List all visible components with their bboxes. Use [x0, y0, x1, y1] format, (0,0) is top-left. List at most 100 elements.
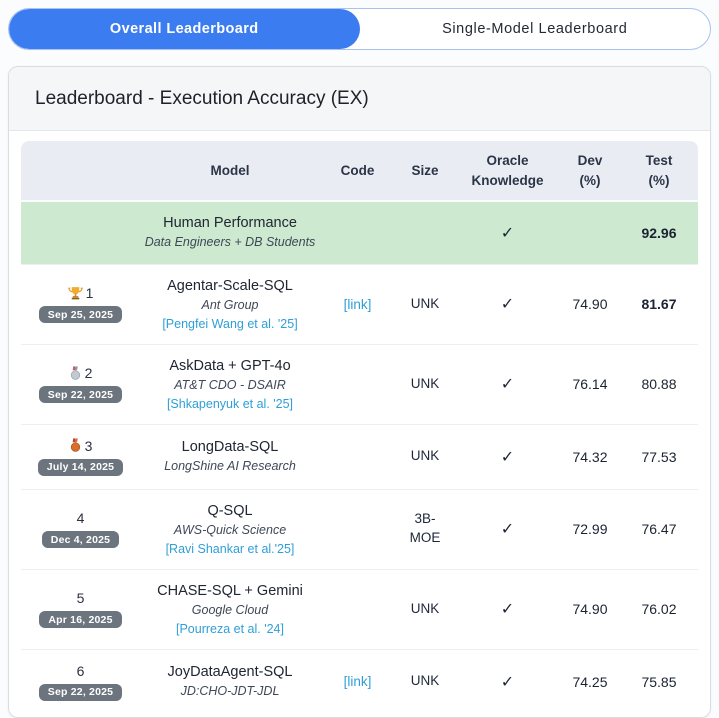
dev-score: 72.99	[560, 488, 620, 569]
model-org: Data Engineers + DB Students	[144, 235, 316, 250]
model-cell: Human Performance Data Engineers + DB Stu…	[140, 200, 320, 264]
dev-score: 74.90	[560, 568, 620, 649]
model-name: LongData-SQL	[181, 438, 279, 455]
oracle-checkmark: ✓	[455, 488, 560, 569]
col-header-oracle-knowledge: Oracle Knowledge	[455, 141, 560, 201]
col-header-code: Code	[320, 141, 395, 201]
table-row: 4 Dec 4, 2025 Q-SQL AWS-Quick Science [Ravi…	[21, 488, 698, 569]
size-cell: UNK	[395, 343, 455, 424]
leaderboard-card: Leaderboard - Execution Accuracy (EX) Mo…	[8, 66, 711, 718]
model-name: JoyDataAgent-SQL	[167, 663, 293, 680]
paper-link[interactable]: [Pourreza et al. '24]	[175, 621, 284, 636]
model-org: AT&T CDO - DSAIR	[174, 377, 286, 392]
test-score: 76.02	[620, 568, 698, 649]
rank-number: 4	[76, 510, 85, 527]
code-link[interactable]: [link]	[320, 264, 395, 344]
rank-number: 3	[25, 438, 136, 454]
col-header-size: Size	[395, 141, 455, 201]
code-link	[320, 568, 395, 649]
human-performance-row: Human Performance Data Engineers + DB Stu…	[21, 200, 698, 264]
model-name: Q-SQL	[207, 502, 253, 519]
size-cell: UNK	[395, 648, 455, 714]
leaderboard-tabbar: Overall Leaderboard Single-Model Leaderb…	[8, 8, 711, 50]
table-row: 2 Sep 22, 2025 AskData + GPT-4o AT&T CDO -…	[21, 343, 698, 424]
trophy-icon	[67, 287, 83, 300]
leaderboard-table: Model Code Size Oracle Knowledge Dev (%) Test (%…	[21, 141, 698, 714]
tab-overall-leaderboard[interactable]: Overall Leaderboard	[9, 9, 360, 49]
oracle-checkmark: ✓	[455, 423, 560, 489]
model-name: AskData + GPT-4o	[169, 357, 291, 374]
dev-score: 76.14	[560, 343, 620, 424]
rank-number: 2	[25, 365, 136, 381]
dev-score: 74.25	[560, 648, 620, 714]
model-org: LongShine AI Research	[164, 458, 296, 473]
rank-cell	[21, 200, 140, 264]
paper-link[interactable]: [Shkapenyuk et al. '25]	[166, 396, 294, 411]
page-title: Leaderboard - Execution Accuracy (EX)	[35, 87, 369, 109]
model-cell: CHASE-SQL + Gemini Google Cloud [Pourreza …	[140, 568, 320, 649]
model-cell: Q-SQL AWS-Quick Science [Ravi Shankar et a…	[140, 488, 320, 569]
test-score: 77.53	[620, 423, 698, 489]
size-cell	[395, 200, 455, 264]
rank-cell: 3 July 14, 2025	[21, 423, 140, 489]
code-link	[320, 488, 395, 569]
table-row: 1 Sep 25, 2025 Agentar-Scale-SQL Ant Group…	[21, 264, 698, 344]
model-org: Ant Group	[201, 298, 259, 312]
size-cell: 3B- MOE	[395, 488, 455, 569]
code-link	[320, 343, 395, 424]
rank-number: 5	[76, 590, 85, 607]
paper-link[interactable]: [Pengfei Wang et al. '25]	[162, 316, 298, 331]
model-org: Google Cloud	[191, 602, 269, 617]
dev-score: 74.32	[560, 423, 620, 489]
code-link[interactable]: [link]	[320, 648, 395, 714]
model-name: Agentar-Scale-SQL	[167, 278, 293, 294]
test-score: 81.67	[620, 264, 698, 344]
oracle-checkmark: ✓	[455, 200, 560, 264]
model-name: CHASE-SQL + Gemini	[157, 582, 303, 599]
date-badge: Sep 22, 2025	[38, 683, 123, 701]
table-row: 5 Apr 16, 2025 CHASE-SQL + Gemini Google C…	[21, 568, 698, 649]
rank-cell: 1 Sep 25, 2025	[21, 264, 140, 344]
test-score: 76.47	[620, 488, 698, 569]
col-header-rank	[21, 141, 140, 201]
table-header-row: Model Code Size Oracle Knowledge Dev (%) Test (%…	[21, 141, 698, 201]
test-score: 80.88	[620, 343, 698, 424]
date-badge: July 14, 2025	[37, 458, 124, 476]
silver-medal-icon	[70, 366, 80, 380]
bronze-medal-icon	[70, 438, 80, 452]
model-org: AWS-Quick Science	[173, 522, 287, 537]
col-header-dev: Dev (%)	[560, 141, 620, 201]
tab-single-model-leaderboard[interactable]: Single-Model Leaderboard	[442, 21, 628, 37]
oracle-checkmark: ✓	[455, 343, 560, 424]
rank-cell: 6 Sep 22, 2025	[21, 648, 140, 714]
dev-score	[560, 200, 620, 264]
oracle-checkmark: ✓	[455, 648, 560, 714]
model-cell: Agentar-Scale-SQL Ant Group [Pengfei Wang …	[140, 264, 320, 344]
model-cell: LongData-SQL LongShine AI Research	[140, 423, 320, 489]
paper-link[interactable]: [Ravi Shankar et al.'25]	[165, 541, 295, 556]
date-badge: Apr 16, 2025	[39, 611, 122, 629]
code-link	[320, 200, 395, 264]
table-row: 6 Sep 22, 2025 JoyDataAgent-SQL JD:CHO-JDT…	[21, 648, 698, 714]
size-cell: UNK	[395, 568, 455, 649]
size-cell: UNK	[395, 264, 455, 344]
rank-number: 6	[76, 662, 85, 679]
rank-number: 1	[25, 285, 136, 301]
rank-cell: 2 Sep 22, 2025	[21, 343, 140, 424]
dev-score: 74.90	[560, 264, 620, 344]
col-header-test: Test (%)	[620, 141, 698, 201]
table-row: 3 July 14, 2025 LongData-SQL LongShine AI …	[21, 423, 698, 489]
rank-cell: 5 Apr 16, 2025	[21, 568, 140, 649]
test-score: 92.96	[620, 200, 698, 264]
size-cell: UNK	[395, 423, 455, 489]
card-header: Leaderboard - Execution Accuracy (EX)	[9, 67, 710, 131]
date-badge: Sep 25, 2025	[38, 306, 123, 324]
model-cell: JoyDataAgent-SQL JD:CHO-JDT-JDL	[140, 648, 320, 714]
model-org: JD:CHO-JDT-JDL	[180, 683, 280, 698]
oracle-checkmark: ✓	[455, 264, 560, 344]
test-score: 75.85	[620, 648, 698, 714]
model-cell: AskData + GPT-4o AT&T CDO - DSAIR [Shkapen…	[140, 343, 320, 424]
model-name: Human Performance	[163, 215, 297, 232]
code-link	[320, 423, 395, 489]
